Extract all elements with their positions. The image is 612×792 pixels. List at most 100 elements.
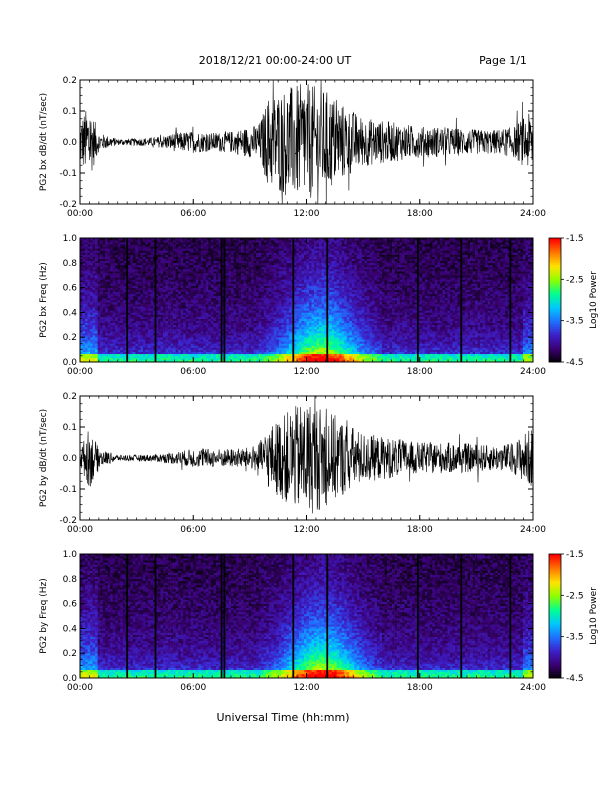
spectrogram-cell bbox=[140, 266, 144, 270]
spectrogram-cell bbox=[175, 240, 179, 243]
spectrogram-cell bbox=[225, 238, 229, 241]
spectrogram-cell bbox=[165, 359, 169, 363]
spectrogram-cell bbox=[175, 248, 179, 251]
spectrogram-cell bbox=[168, 271, 171, 274]
spectrogram-cell bbox=[225, 355, 229, 359]
spectrogram-cell bbox=[137, 266, 141, 270]
spectrogram-cell bbox=[115, 312, 119, 315]
spectrogram-cell bbox=[110, 328, 114, 332]
spectrogram-cell bbox=[268, 322, 272, 326]
spectrogram-cell bbox=[127, 287, 131, 290]
spectrogram-cell bbox=[130, 269, 134, 272]
spectrogram-cell bbox=[263, 273, 267, 276]
spectrogram-cell bbox=[190, 246, 194, 249]
spectrogram-cell bbox=[82, 266, 86, 270]
spectrogram-cell bbox=[173, 281, 176, 284]
spectrogram-cell bbox=[266, 328, 270, 332]
spectrogram-cell bbox=[198, 357, 202, 361]
spectrogram-cell bbox=[107, 322, 111, 326]
spectrogram-cell bbox=[248, 316, 252, 319]
spectrogram-cell bbox=[92, 318, 96, 321]
spectrogram-cell bbox=[117, 254, 121, 257]
spectrogram-cell bbox=[215, 242, 219, 245]
spectrogram-cell bbox=[253, 331, 257, 334]
spectrogram-cell bbox=[130, 304, 134, 307]
spectrogram-cell bbox=[163, 300, 166, 303]
spectrogram-cell bbox=[185, 355, 189, 359]
spectrogram-cell bbox=[273, 254, 277, 257]
spectrogram-cell bbox=[210, 335, 214, 338]
spectrogram-cell bbox=[158, 347, 161, 350]
spectrogram-cell bbox=[122, 269, 126, 272]
spectrogram-cell bbox=[178, 250, 181, 253]
spectrogram-cell bbox=[170, 300, 174, 303]
spectrogram-cell bbox=[107, 304, 111, 307]
spectrogram-cell bbox=[170, 331, 174, 334]
spectrogram-cell bbox=[261, 246, 265, 249]
spectrogram-cell bbox=[261, 287, 265, 290]
spectrogram-cell bbox=[251, 248, 254, 251]
spectrogram-cell bbox=[90, 293, 93, 297]
spectrogram-cell bbox=[152, 289, 156, 293]
spectrogram-cell bbox=[165, 293, 169, 297]
spectrogram-cell bbox=[150, 287, 154, 290]
spectrogram-cell bbox=[215, 300, 219, 303]
spectrogram-cell bbox=[266, 312, 270, 315]
spectrogram-cell bbox=[173, 269, 176, 272]
spectrogram-cell bbox=[80, 308, 83, 311]
spectrogram-cell bbox=[150, 355, 154, 359]
spectrogram-cell bbox=[168, 287, 171, 290]
spectrogram-cell bbox=[213, 244, 217, 247]
spectrogram-cell bbox=[152, 271, 156, 274]
spectrogram-cell bbox=[246, 246, 249, 249]
spectrogram-cell bbox=[246, 318, 249, 321]
spectrogram-cell bbox=[238, 304, 242, 307]
spectrogram-cell bbox=[180, 240, 184, 243]
spectrogram-cell bbox=[163, 293, 166, 297]
spectrogram-cell bbox=[268, 300, 272, 303]
spectrogram-cell bbox=[82, 244, 86, 247]
spectrogram-cell bbox=[87, 262, 91, 266]
spectrogram-cell bbox=[145, 248, 149, 251]
spectrogram-cell bbox=[268, 264, 272, 268]
spectrogram-cell bbox=[112, 271, 116, 274]
spectrogram-cell bbox=[256, 258, 259, 262]
spectrogram-cell bbox=[155, 337, 159, 340]
spectrogram-cell bbox=[231, 326, 234, 330]
y-axis-label: PG2 bx dB/dt (nT/sec) bbox=[39, 93, 49, 191]
spectrogram-cell bbox=[142, 285, 146, 288]
spectrogram-cell bbox=[102, 308, 106, 311]
spectrogram-cell bbox=[147, 277, 151, 280]
spectrogram-cell bbox=[263, 357, 267, 361]
spectrogram-cell bbox=[97, 281, 101, 284]
spectrogram-cell bbox=[253, 320, 257, 324]
spectrogram-cell bbox=[246, 238, 249, 241]
spectrogram-cell bbox=[147, 273, 151, 276]
spectrogram-cell bbox=[107, 269, 111, 272]
spectrogram-cell bbox=[135, 281, 139, 284]
spectrogram-cell bbox=[97, 328, 101, 332]
spectrogram-cell bbox=[273, 359, 277, 363]
spectrogram-cell bbox=[90, 260, 93, 264]
spectrogram-cell bbox=[218, 244, 222, 247]
spectrogram-cell bbox=[150, 333, 154, 336]
spectrogram-cell bbox=[225, 314, 229, 317]
spectrogram-cell bbox=[130, 306, 134, 309]
spectrogram-cell bbox=[110, 326, 114, 330]
spectrogram-cell bbox=[115, 262, 119, 266]
spectrogram-cell bbox=[198, 351, 202, 355]
spectrogram-cell bbox=[273, 291, 277, 295]
spectrogram-cell bbox=[168, 310, 171, 313]
spectrogram-cell bbox=[165, 273, 169, 276]
spectrogram-cell bbox=[271, 333, 275, 336]
spectrogram-cell bbox=[112, 293, 116, 297]
spectrogram-cell bbox=[80, 304, 83, 307]
spectrogram-cell bbox=[195, 359, 199, 363]
spectrogram-cell bbox=[155, 331, 159, 334]
spectrogram-cell bbox=[163, 279, 166, 282]
spectrogram-cell bbox=[120, 281, 124, 284]
spectrogram-cell bbox=[241, 246, 244, 249]
spectrogram-cell bbox=[198, 331, 202, 334]
spectrogram-cell bbox=[241, 238, 244, 241]
spectrogram-cell bbox=[105, 322, 108, 326]
